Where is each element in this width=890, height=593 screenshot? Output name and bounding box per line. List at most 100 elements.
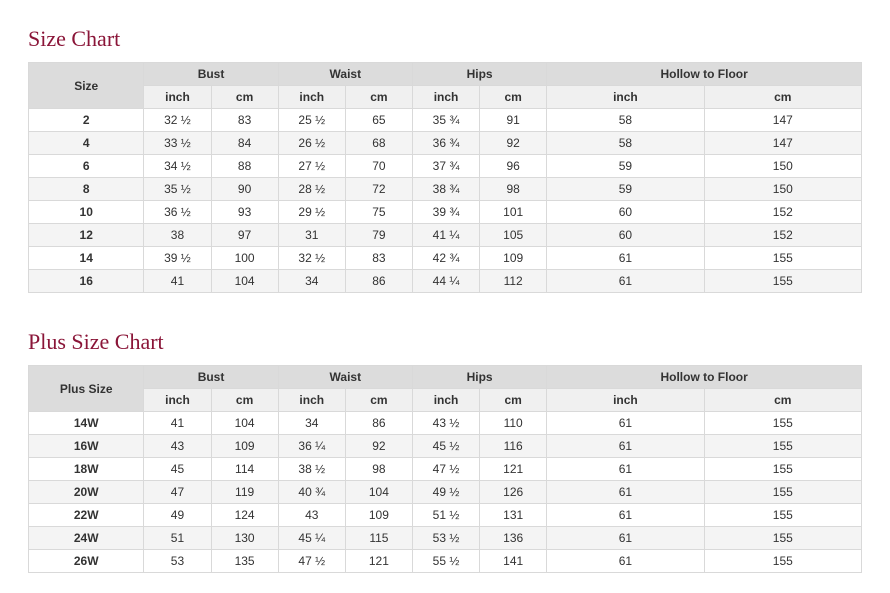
table-row: 22W491244310951 ½13161155 <box>29 504 862 527</box>
cell-bust_cm: 109 <box>211 435 278 458</box>
cell-waist_cm: 86 <box>345 412 412 435</box>
cell-size: 10 <box>29 201 144 224</box>
cell-htf_cm: 155 <box>704 458 861 481</box>
cell-size: 14W <box>29 412 144 435</box>
cell-hips_cm: 141 <box>480 550 547 573</box>
cell-htf_cm: 155 <box>704 504 861 527</box>
cell-waist_in: 38 ½ <box>278 458 345 481</box>
cell-bust_in: 34 ½ <box>144 155 211 178</box>
cell-size: 16 <box>29 270 144 293</box>
unit-inch: inch <box>547 86 704 109</box>
cell-size: 4 <box>29 132 144 155</box>
unit-inch: inch <box>278 389 345 412</box>
cell-bust_cm: 104 <box>211 270 278 293</box>
unit-cm: cm <box>211 389 278 412</box>
cell-hips_in: 42 ¾ <box>412 247 479 270</box>
cell-htf_cm: 155 <box>704 412 861 435</box>
table-row: 1641104348644 ¼11261155 <box>29 270 862 293</box>
cell-waist_in: 45 ¼ <box>278 527 345 550</box>
cell-bust_in: 36 ½ <box>144 201 211 224</box>
size-chart-title: Size Chart <box>28 26 862 52</box>
col-htf-header: Hollow to Floor <box>547 63 862 86</box>
cell-size: 6 <box>29 155 144 178</box>
cell-hips_cm: 110 <box>480 412 547 435</box>
unit-inch: inch <box>144 389 211 412</box>
cell-size: 12 <box>29 224 144 247</box>
cell-waist_cm: 98 <box>345 458 412 481</box>
col-bust-header: Bust <box>144 63 278 86</box>
cell-bust_cm: 124 <box>211 504 278 527</box>
unit-inch: inch <box>412 86 479 109</box>
cell-htf_cm: 152 <box>704 201 861 224</box>
cell-bust_cm: 84 <box>211 132 278 155</box>
cell-size: 20W <box>29 481 144 504</box>
unit-cm: cm <box>345 86 412 109</box>
cell-hips_cm: 96 <box>480 155 547 178</box>
cell-hips_cm: 91 <box>480 109 547 132</box>
cell-htf_in: 59 <box>547 155 704 178</box>
cell-hips_in: 45 ½ <box>412 435 479 458</box>
cell-waist_in: 26 ½ <box>278 132 345 155</box>
cell-waist_in: 34 <box>278 412 345 435</box>
cell-size: 26W <box>29 550 144 573</box>
cell-waist_in: 27 ½ <box>278 155 345 178</box>
cell-waist_cm: 86 <box>345 270 412 293</box>
unit-inch: inch <box>278 86 345 109</box>
cell-bust_in: 38 <box>144 224 211 247</box>
cell-waist_cm: 115 <box>345 527 412 550</box>
table-row: 232 ½8325 ½6535 ¾9158147 <box>29 109 862 132</box>
cell-waist_cm: 75 <box>345 201 412 224</box>
cell-size: 22W <box>29 504 144 527</box>
cell-bust_in: 33 ½ <box>144 132 211 155</box>
cell-hips_cm: 101 <box>480 201 547 224</box>
table-row: 18W4511438 ½9847 ½12161155 <box>29 458 862 481</box>
cell-bust_in: 47 <box>144 481 211 504</box>
cell-size: 16W <box>29 435 144 458</box>
cell-bust_cm: 93 <box>211 201 278 224</box>
cell-hips_in: 39 ¾ <box>412 201 479 224</box>
cell-waist_cm: 79 <box>345 224 412 247</box>
cell-bust_cm: 104 <box>211 412 278 435</box>
col-size-header: Size <box>29 63 144 109</box>
table-row: 634 ½8827 ½7037 ¾9659150 <box>29 155 862 178</box>
cell-hips_cm: 131 <box>480 504 547 527</box>
cell-waist_in: 28 ½ <box>278 178 345 201</box>
table-row: 20W4711940 ¾10449 ½12661155 <box>29 481 862 504</box>
cell-htf_in: 61 <box>547 247 704 270</box>
cell-hips_cm: 109 <box>480 247 547 270</box>
cell-htf_in: 58 <box>547 109 704 132</box>
table-row: 14W41104348643 ½11061155 <box>29 412 862 435</box>
cell-hips_in: 53 ½ <box>412 527 479 550</box>
cell-htf_cm: 155 <box>704 247 861 270</box>
cell-hips_in: 38 ¾ <box>412 178 479 201</box>
cell-size: 24W <box>29 527 144 550</box>
table-row: 24W5113045 ¼11553 ½13661155 <box>29 527 862 550</box>
cell-htf_cm: 147 <box>704 109 861 132</box>
unit-cm: cm <box>704 86 861 109</box>
cell-size: 2 <box>29 109 144 132</box>
cell-waist_in: 36 ¼ <box>278 435 345 458</box>
cell-bust_in: 39 ½ <box>144 247 211 270</box>
cell-waist_cm: 109 <box>345 504 412 527</box>
cell-bust_in: 35 ½ <box>144 178 211 201</box>
cell-hips_in: 37 ¾ <box>412 155 479 178</box>
col-hips-header: Hips <box>412 63 546 86</box>
cell-hips_cm: 136 <box>480 527 547 550</box>
cell-hips_in: 55 ½ <box>412 550 479 573</box>
cell-htf_in: 60 <box>547 224 704 247</box>
size-chart-table: Size Bust Waist Hips Hollow to Floor inc… <box>28 62 862 293</box>
cell-hips_cm: 121 <box>480 458 547 481</box>
table-row: 1036 ½9329 ½7539 ¾10160152 <box>29 201 862 224</box>
cell-waist_in: 31 <box>278 224 345 247</box>
table-row: 1439 ½10032 ½8342 ¾10961155 <box>29 247 862 270</box>
table-row: 433 ½8426 ½6836 ¾9258147 <box>29 132 862 155</box>
cell-bust_in: 49 <box>144 504 211 527</box>
cell-waist_cm: 92 <box>345 435 412 458</box>
unit-inch: inch <box>547 389 704 412</box>
cell-bust_cm: 130 <box>211 527 278 550</box>
cell-htf_cm: 155 <box>704 435 861 458</box>
unit-cm: cm <box>345 389 412 412</box>
cell-hips_in: 47 ½ <box>412 458 479 481</box>
cell-bust_in: 51 <box>144 527 211 550</box>
cell-hips_cm: 126 <box>480 481 547 504</box>
